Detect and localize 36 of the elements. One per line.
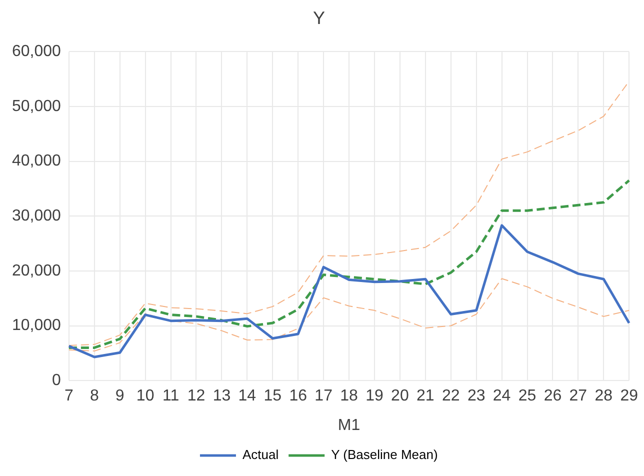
x-tick-label: 24 bbox=[492, 388, 511, 405]
x-tick-label: 12 bbox=[187, 388, 206, 405]
x-tick-label: 22 bbox=[442, 388, 460, 405]
x-tick-label: 18 bbox=[340, 388, 358, 405]
x-tick-label: 11 bbox=[162, 388, 180, 405]
y-tick-label: 30,000 bbox=[12, 208, 62, 225]
x-tick-label: 23 bbox=[467, 388, 486, 405]
line-series bbox=[68, 179, 630, 349]
x-tick-label: 13 bbox=[212, 388, 231, 405]
x-tick-label: 8 bbox=[90, 388, 99, 405]
x-tick-label: 26 bbox=[544, 388, 562, 405]
x-tick-label: 19 bbox=[366, 388, 384, 405]
x-tick-label: 21 bbox=[416, 388, 434, 405]
y-tick-label: 60,000 bbox=[12, 43, 62, 60]
x-tick-label: 14 bbox=[238, 388, 256, 405]
legend-label: Actual bbox=[242, 447, 279, 462]
x-tick-label: 15 bbox=[264, 388, 282, 405]
x-tick-label: 27 bbox=[569, 388, 588, 405]
x-tick-label: 16 bbox=[289, 388, 308, 405]
x-tick-label: 20 bbox=[391, 388, 409, 405]
chart-title: Y bbox=[312, 8, 326, 28]
y-tick-label: 20,000 bbox=[12, 262, 62, 280]
x-tick-label: 7 bbox=[64, 388, 74, 405]
x-axis-title: M1 bbox=[338, 416, 360, 434]
x-tick-label: 17 bbox=[314, 388, 333, 405]
legend-label: Y (Baseline Mean) bbox=[331, 447, 438, 462]
x-tick-label: 25 bbox=[518, 388, 536, 405]
x-tick-label: 29 bbox=[620, 388, 638, 405]
y-tick-label: 0 bbox=[52, 372, 62, 390]
y-tick-label: 10,000 bbox=[12, 317, 62, 334]
y-tick-label: 40,000 bbox=[12, 152, 62, 170]
y-tick-label: 50,000 bbox=[12, 98, 62, 115]
x-tick-label: 9 bbox=[115, 388, 124, 405]
x-tick-label: 28 bbox=[594, 388, 613, 405]
x-tick-label: 10 bbox=[136, 388, 154, 405]
line-series bbox=[68, 278, 630, 352]
